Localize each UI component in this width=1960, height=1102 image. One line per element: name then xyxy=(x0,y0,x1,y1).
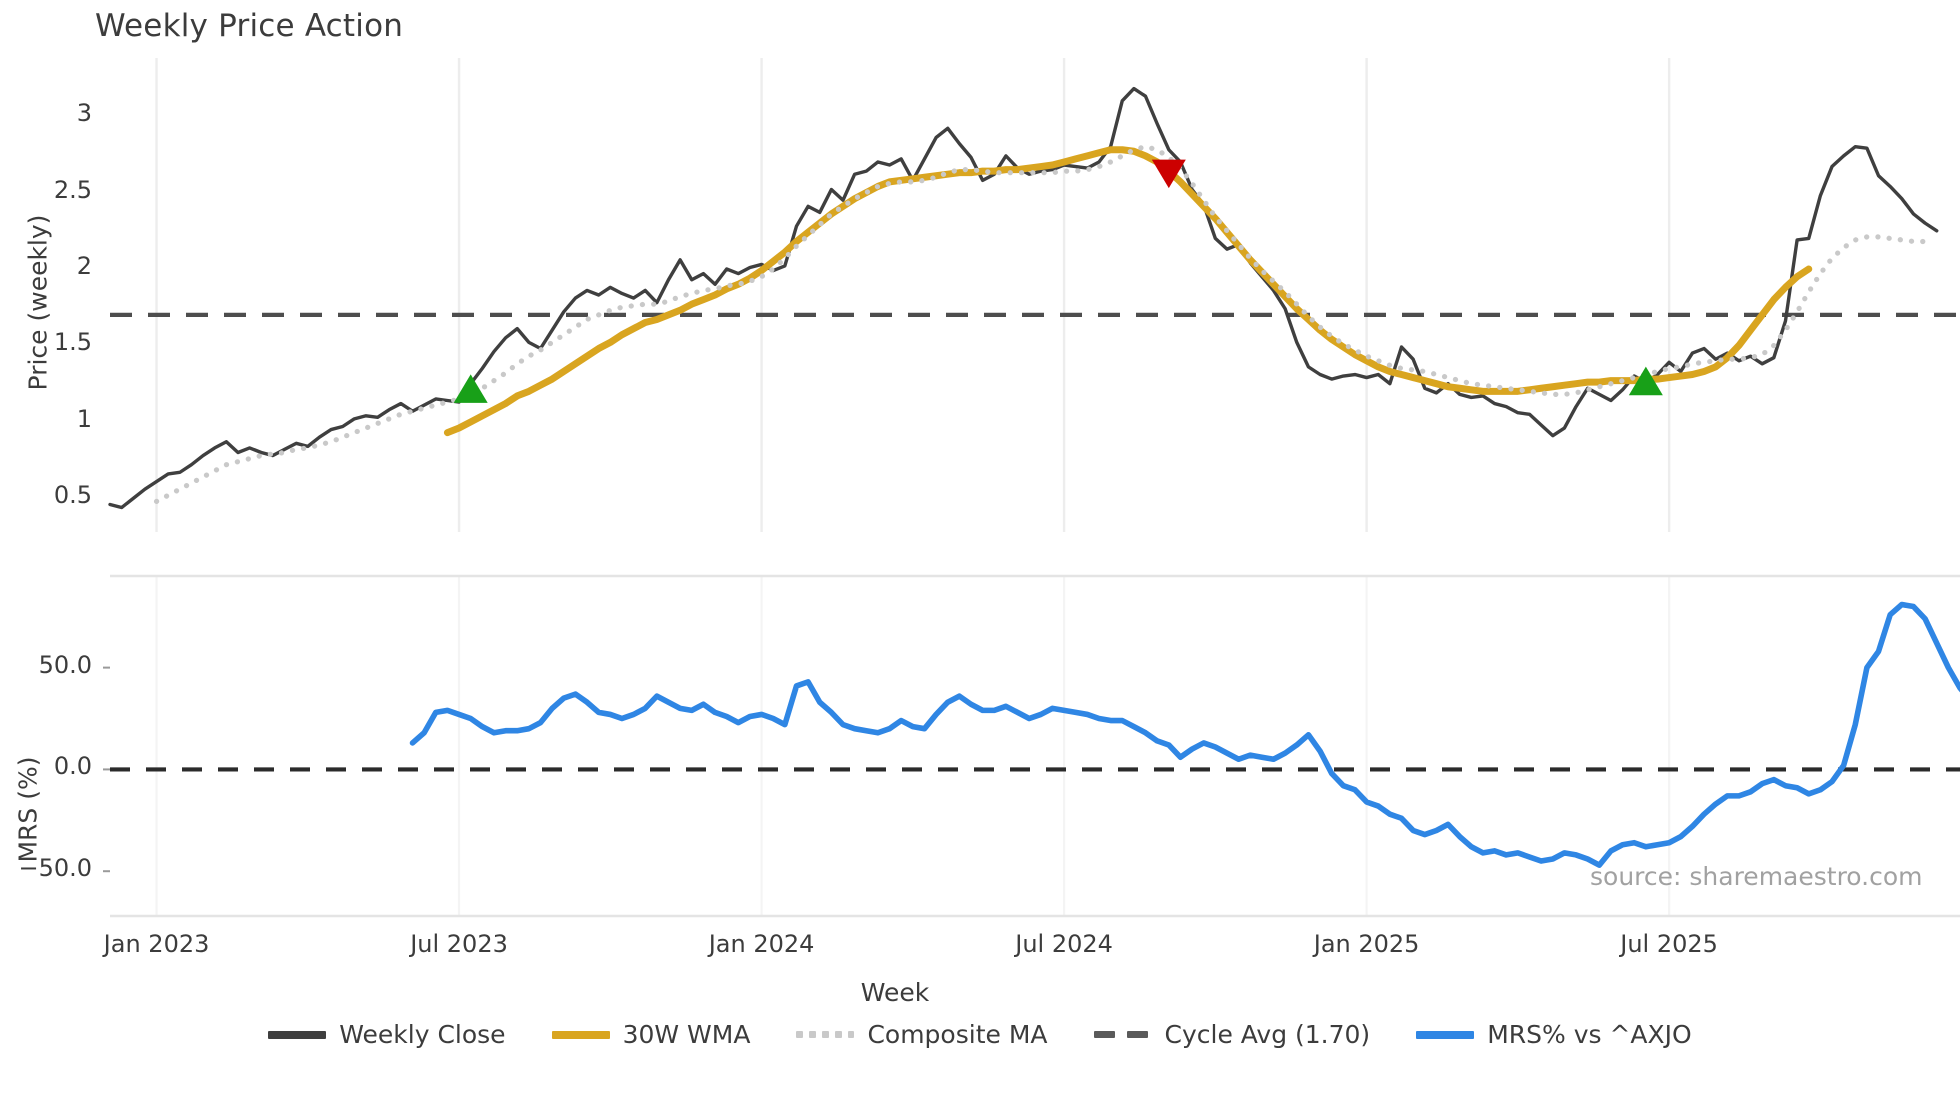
xtick-jan-2024: Jan 2024 xyxy=(708,930,815,958)
price-ytick-2: 2 xyxy=(76,252,92,280)
legend-label: Weekly Close xyxy=(339,1020,506,1049)
price-ytick-2.5: 2.5 xyxy=(53,175,92,204)
legend-item-30w-wma[interactable]: 30W WMA xyxy=(551,1020,751,1049)
legend-label: Cycle Avg (1.70) xyxy=(1164,1020,1371,1049)
buy-marker-0[interactable] xyxy=(453,374,488,403)
source-watermark: source: sharemaestro.com xyxy=(1590,862,1923,891)
legend-item-cycle-avg[interactable]: Cycle Avg (1.70) xyxy=(1093,1020,1371,1049)
mrs-ytick-1: 0.0 xyxy=(53,752,92,781)
legend-swatch-dotted-grey xyxy=(796,1031,855,1038)
xtick-jan-2025: Jan 2025 xyxy=(1313,930,1420,958)
x-axis-label: Week xyxy=(860,978,930,1007)
price-ytick-0.5: 0.5 xyxy=(53,481,92,510)
page-title: Weekly Price Action xyxy=(95,8,404,44)
xtick-jul-2023: Jul 2023 xyxy=(410,930,508,958)
price-ytick-1.5: 1.5 xyxy=(53,328,92,357)
legend-label: MRS% vs ^AXJO xyxy=(1487,1020,1692,1049)
legend-label: Composite MA xyxy=(867,1020,1048,1049)
mrs-series-mrs-vs-axjo xyxy=(409,601,1960,868)
mrs-ytick-2: −50.0 xyxy=(18,854,92,883)
price-ytick-3: 3 xyxy=(76,99,92,128)
price-series-30w-wma xyxy=(443,146,1813,437)
legend-swatch-solid-blue xyxy=(1416,1030,1475,1039)
legend-item-mrs[interactable]: MRS% vs ^AXJO xyxy=(1416,1020,1692,1049)
legend-item-composite-ma[interactable]: Composite MA xyxy=(796,1020,1048,1049)
price-series-weekly-close xyxy=(108,86,1939,510)
price-ytick-1: 1 xyxy=(76,404,92,433)
xtick-jul-2024: Jul 2024 xyxy=(1015,930,1113,958)
legend-swatch-solid-dark xyxy=(268,1030,327,1039)
sell-marker-1[interactable] xyxy=(1151,159,1186,189)
xtick-jan-2023: Jan 2023 xyxy=(103,930,210,958)
price-series-composite-ma xyxy=(153,144,1928,505)
legend-label: 30W WMA xyxy=(622,1020,751,1049)
xtick-jul-2025: Jul 2025 xyxy=(1620,930,1718,958)
mrs-ytick-0: 50.0 xyxy=(38,650,92,679)
legend-item-weekly-close[interactable]: Weekly Close xyxy=(268,1020,506,1049)
chart-legend: Weekly Close 30W WMA Composite MA Cycle … xyxy=(0,1020,1960,1049)
legend-swatch-dashed-grey xyxy=(1093,1031,1152,1038)
legend-swatch-solid-gold xyxy=(551,1030,610,1039)
buy-marker-2[interactable] xyxy=(1628,366,1663,396)
